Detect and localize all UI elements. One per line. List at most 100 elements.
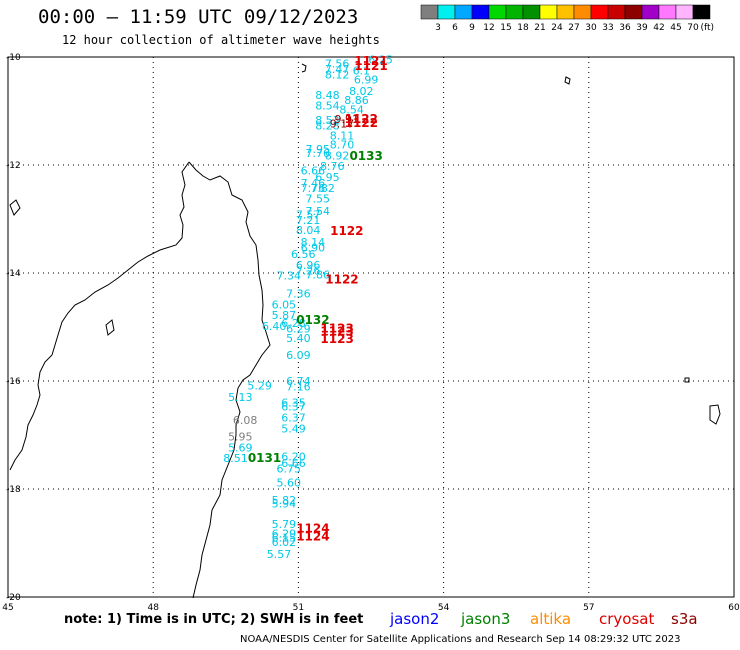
legend-unit: (ft) (700, 23, 714, 33)
island-reunion (709, 404, 721, 425)
island-mauritius (684, 377, 690, 383)
wave-height-value: 8.51 (223, 452, 248, 465)
wave-height-value: 5.60 (276, 477, 301, 490)
legend-swatch (607, 4, 626, 20)
legend-swatch (692, 4, 711, 20)
legend-swatch (539, 4, 558, 20)
pass-time-label: 1123 (320, 324, 353, 338)
wave-height-value: 6.74 (286, 375, 311, 388)
wave-height-value: 6.15 (272, 532, 297, 545)
map-title: 00:00 – 11:59 UTC 09/12/2023 (38, 6, 359, 28)
pass-time-label: 1124 (296, 530, 329, 544)
legend-label: 70 (687, 23, 699, 33)
wave-height-value: 5.69 (228, 441, 253, 454)
wave-height-value: 6.75 (276, 462, 301, 475)
lon-tick-label: 48 (147, 603, 159, 613)
madagascar-coastline (9, 161, 271, 599)
wave-height-value: 5.29 (247, 379, 272, 392)
wave-height-value: 6.29 (286, 323, 311, 336)
lat-tick-label: -14 (6, 269, 21, 279)
wave-height-value: 6.29 (272, 527, 297, 540)
pass-time-label: 0132 (296, 313, 329, 327)
island-east (564, 76, 571, 85)
wave-height-value: 7.95 (306, 143, 331, 156)
wave-height-value: 6.08 (233, 414, 258, 427)
legend-label: 39 (636, 23, 648, 33)
legend-swatch (454, 4, 473, 20)
wave-height-value: 5.82 (272, 494, 297, 507)
pass-time-label: 0133 (349, 149, 382, 163)
wave-height-value: 8.54 (315, 100, 340, 113)
pass-time-label: 1124 (296, 521, 329, 535)
lat-tick-label: -20 (6, 593, 21, 603)
legend-swatch (675, 4, 694, 20)
wave-height-value: 7.26 (296, 264, 321, 277)
wave-height-value: 8.76 (320, 160, 345, 173)
wave-height-value: 6.1 (353, 65, 371, 78)
legend-label: 45 (670, 23, 681, 33)
legend-label: 36 (619, 23, 631, 33)
wave-height-observations: 6.257.567.478.12 6.16.998.028.48 8.868.54 8… (223, 54, 393, 561)
wave-height-value: 7.56 (325, 57, 350, 70)
legend-label: 15 (500, 23, 511, 33)
wave-height-value: 8.28 (315, 120, 340, 133)
wave-height-value: 8.70 (330, 138, 355, 151)
color-legend: 3 6 9 12 15 18 21 24 27 30 33 36 39 42 45 70 (ft) (420, 4, 714, 33)
island-north (301, 63, 307, 73)
satellite-legend-cryosat: cryosat (599, 610, 654, 628)
wave-height-value: 6.35 (281, 397, 306, 410)
wave-height-value: 6.09 (286, 349, 311, 362)
wave-height-value: 8.11 (330, 129, 355, 142)
pass-time-label: 1122 (325, 272, 358, 286)
legend-swatch (522, 4, 541, 20)
wave-height-value: 8.14 (301, 236, 326, 249)
satellite-legend-s3a: s3a (671, 610, 698, 628)
legend-swatch (624, 4, 643, 20)
wave-height-value: 6.95 (315, 171, 340, 184)
wave-height-value: 6.90 (301, 242, 326, 255)
legend-label: 9 (469, 23, 475, 33)
pass-time-label: 1121 (354, 59, 387, 73)
axis-ticks: 45 48 51 54 57 60 -10 -12 -14 -16 -18 -20 (2, 53, 740, 613)
wave-height-value: 5.95 (228, 431, 253, 444)
satellite-legend-jason3: jason3 (460, 610, 510, 628)
wave-height-value: 7.57 (296, 209, 321, 222)
wave-height-value: 6.37 (281, 412, 306, 425)
wave-height-value: 5.49 (281, 423, 306, 436)
pass-time-label: 1123 (320, 322, 353, 336)
pass-time-label: 1123 (320, 332, 353, 346)
wave-height-value: 7.82 (310, 182, 335, 195)
wave-height-value: 6.56 (291, 248, 316, 261)
pass-time-label: 0131 (248, 451, 281, 465)
wave-height-value: 6.28 (281, 317, 306, 330)
wave-height-value: 6.99 (354, 74, 379, 87)
legend-label: 21 (534, 23, 545, 33)
wave-height-value: 7.46 (301, 177, 326, 190)
wave-height-value: 5.87 (272, 309, 297, 322)
wave-height-value: 8.86 (344, 94, 369, 107)
legend-label: 3 (435, 23, 441, 33)
wave-height-value: 5.57 (267, 548, 292, 561)
pass-time-label: 1122 (345, 116, 378, 130)
legend-label: 18 (517, 23, 529, 33)
map-grid (8, 57, 734, 597)
wave-height-value: 6.66 (281, 457, 306, 470)
lon-tick-label: 54 (438, 603, 450, 613)
legend-label: 12 (483, 23, 494, 33)
satellite-legend-altika: altika (530, 610, 571, 628)
credit-line: NOAA/NESDIS Center for Satellite Applica… (240, 634, 681, 645)
island-west-1 (9, 199, 21, 216)
wave-height-value: 9.17 (330, 117, 355, 130)
lon-tick-label: 60 (728, 603, 740, 613)
legend-swatch (488, 4, 507, 20)
wave-height-value: 7.36 (286, 288, 311, 301)
lat-tick-label: -10 (6, 53, 21, 63)
wave-height-value: 7.76 (306, 147, 331, 160)
wave-height-value: 8.12 (325, 68, 350, 81)
wave-height-value: 8.53 (315, 114, 340, 127)
wave-height-value: 5.79 (272, 518, 297, 531)
wave-height-value: 7.55 (306, 192, 331, 205)
map-frame (7, 56, 735, 598)
wave-height-value: 6.37 (281, 400, 306, 413)
legend-swatch (437, 4, 456, 20)
